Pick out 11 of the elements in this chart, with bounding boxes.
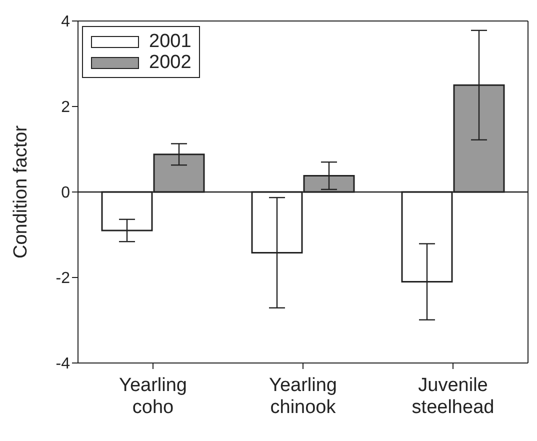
legend-label: 2002: [148, 52, 192, 73]
x-tick-label: Juvenile steelhead: [412, 375, 494, 418]
y-tick-label: 2: [61, 99, 70, 116]
y-tick-label: 0: [61, 184, 70, 202]
x-tick-label: Yearling coho: [119, 375, 187, 418]
y-axis-title: Condition factor: [10, 124, 32, 259]
y-tick-label: -2: [56, 270, 70, 288]
x-tick-label: Yearling chinook: [269, 375, 337, 418]
y-tick-label: -4: [56, 356, 70, 373]
legend-label: 2001: [148, 31, 192, 52]
y-tick-label: 4: [61, 14, 70, 31]
